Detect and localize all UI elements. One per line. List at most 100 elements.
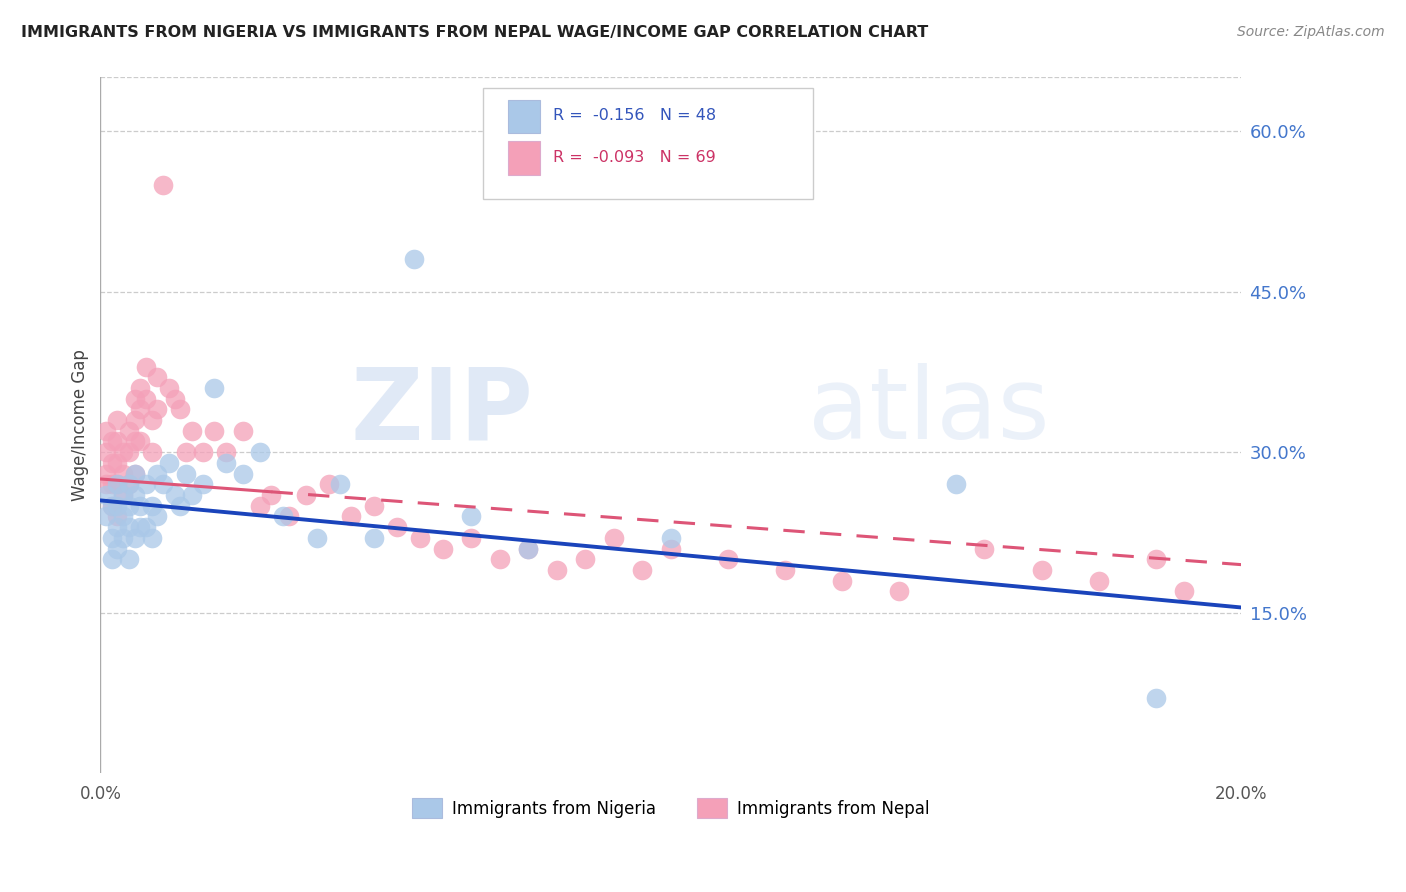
Immigrants from Nepal — [385, 520, 408, 534]
Immigrants from Nigeria — [945, 477, 967, 491]
Immigrants from Nepal — [163, 392, 186, 406]
Immigrants from Nepal — [294, 488, 316, 502]
Immigrants from Nepal — [887, 584, 910, 599]
Immigrants from Nigeria — [329, 477, 352, 491]
Immigrants from Nepal — [717, 552, 740, 566]
Immigrants from Nepal — [118, 477, 141, 491]
Immigrants from Nigeria — [215, 456, 238, 470]
Immigrants from Nigeria — [307, 531, 329, 545]
Immigrants from Nepal — [180, 424, 202, 438]
Text: IMMIGRANTS FROM NIGERIA VS IMMIGRANTS FROM NEPAL WAGE/INCOME GAP CORRELATION CHA: IMMIGRANTS FROM NIGERIA VS IMMIGRANTS FR… — [21, 25, 928, 40]
Immigrants from Nigeria — [180, 488, 202, 502]
Immigrants from Nepal — [1031, 563, 1053, 577]
Text: ZIP: ZIP — [352, 363, 534, 460]
Immigrants from Nigeria — [271, 509, 294, 524]
Bar — [508, 100, 540, 133]
Immigrants from Nepal — [631, 563, 654, 577]
Immigrants from Nigeria — [118, 477, 141, 491]
Immigrants from Nepal — [363, 499, 385, 513]
Immigrants from Nepal — [107, 434, 129, 449]
Immigrants from Nigeria — [146, 467, 169, 481]
Immigrants from Nigeria — [363, 531, 385, 545]
Immigrants from Nigeria — [129, 520, 152, 534]
Immigrants from Nigeria — [118, 520, 141, 534]
Immigrants from Nigeria — [100, 531, 122, 545]
Immigrants from Nepal — [973, 541, 995, 556]
Immigrants from Nepal — [169, 402, 191, 417]
Immigrants from Nepal — [146, 402, 169, 417]
Immigrants from Nepal — [100, 456, 122, 470]
Immigrants from Nigeria — [94, 488, 117, 502]
FancyBboxPatch shape — [482, 88, 813, 199]
Immigrants from Nigeria — [100, 499, 122, 513]
Immigrants from Nigeria — [404, 252, 426, 267]
Immigrants from Nepal — [659, 541, 682, 556]
Immigrants from Nepal — [124, 467, 146, 481]
Immigrants from Nigeria — [124, 488, 146, 502]
Immigrants from Nepal — [124, 434, 146, 449]
Immigrants from Nigeria — [112, 531, 135, 545]
Immigrants from Nepal — [574, 552, 596, 566]
Immigrants from Nepal — [94, 467, 117, 481]
Immigrants from Nepal — [460, 531, 482, 545]
Immigrants from Nigeria — [460, 509, 482, 524]
Immigrants from Nigeria — [135, 477, 157, 491]
Immigrants from Nigeria — [517, 541, 540, 556]
Immigrants from Nigeria — [112, 509, 135, 524]
Immigrants from Nepal — [1173, 584, 1195, 599]
Immigrants from Nigeria — [124, 467, 146, 481]
Legend: Immigrants from Nigeria, Immigrants from Nepal: Immigrants from Nigeria, Immigrants from… — [405, 792, 936, 824]
Immigrants from Nepal — [773, 563, 796, 577]
Immigrants from Nepal — [107, 477, 129, 491]
Immigrants from Nepal — [118, 445, 141, 459]
Immigrants from Nigeria — [1144, 691, 1167, 706]
Text: R =  -0.156   N = 48: R = -0.156 N = 48 — [553, 108, 717, 123]
Immigrants from Nepal — [204, 424, 226, 438]
Immigrants from Nepal — [129, 434, 152, 449]
Immigrants from Nepal — [94, 445, 117, 459]
Immigrants from Nigeria — [146, 509, 169, 524]
Immigrants from Nigeria — [94, 509, 117, 524]
Immigrants from Nigeria — [107, 541, 129, 556]
Immigrants from Nigeria — [129, 499, 152, 513]
Immigrants from Nepal — [107, 456, 129, 470]
Immigrants from Nigeria — [107, 477, 129, 491]
Immigrants from Nepal — [232, 424, 254, 438]
Immigrants from Nepal — [124, 413, 146, 427]
Immigrants from Nepal — [277, 509, 299, 524]
Immigrants from Nepal — [432, 541, 454, 556]
Immigrants from Nepal — [318, 477, 340, 491]
Immigrants from Nigeria — [249, 445, 271, 459]
Immigrants from Nigeria — [141, 499, 163, 513]
Immigrants from Nepal — [152, 178, 174, 192]
Immigrants from Nepal — [100, 434, 122, 449]
Immigrants from Nigeria — [107, 499, 129, 513]
Immigrants from Nepal — [107, 413, 129, 427]
Immigrants from Nepal — [191, 445, 214, 459]
Immigrants from Nepal — [129, 381, 152, 395]
Immigrants from Nepal — [100, 477, 122, 491]
Immigrants from Nigeria — [107, 520, 129, 534]
Text: R =  -0.093   N = 69: R = -0.093 N = 69 — [553, 150, 716, 165]
Immigrants from Nigeria — [152, 477, 174, 491]
Immigrants from Nigeria — [169, 499, 191, 513]
Immigrants from Nepal — [94, 424, 117, 438]
Immigrants from Nepal — [135, 359, 157, 374]
Immigrants from Nigeria — [174, 467, 197, 481]
Y-axis label: Wage/Income Gap: Wage/Income Gap — [72, 350, 89, 501]
Immigrants from Nepal — [107, 509, 129, 524]
Immigrants from Nepal — [141, 413, 163, 427]
Immigrants from Nepal — [129, 402, 152, 417]
Text: Source: ZipAtlas.com: Source: ZipAtlas.com — [1237, 25, 1385, 39]
Immigrants from Nepal — [546, 563, 568, 577]
Bar — [508, 142, 540, 175]
Immigrants from Nepal — [249, 499, 271, 513]
Immigrants from Nepal — [124, 392, 146, 406]
Immigrants from Nepal — [146, 370, 169, 384]
Immigrants from Nepal — [112, 445, 135, 459]
Immigrants from Nigeria — [124, 531, 146, 545]
Immigrants from Nepal — [831, 574, 853, 588]
Immigrants from Nigeria — [135, 520, 157, 534]
Immigrants from Nepal — [1087, 574, 1109, 588]
Immigrants from Nepal — [94, 477, 117, 491]
